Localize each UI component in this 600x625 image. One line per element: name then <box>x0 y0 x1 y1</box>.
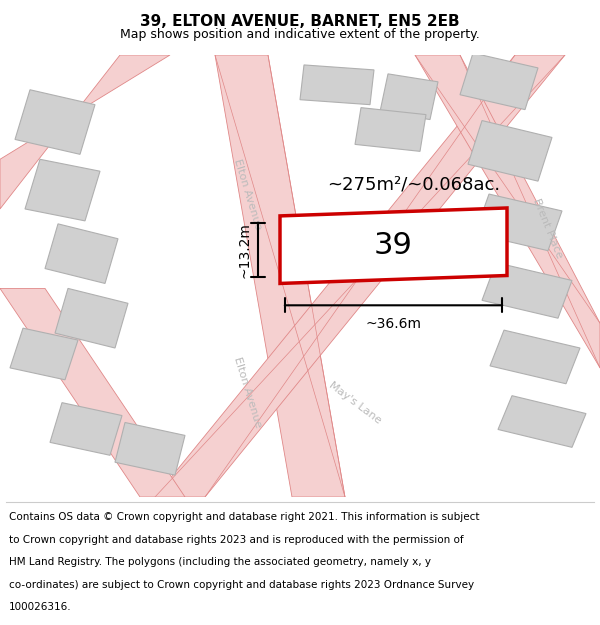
Polygon shape <box>490 330 580 384</box>
Polygon shape <box>155 55 565 497</box>
Polygon shape <box>10 328 78 380</box>
Polygon shape <box>45 224 118 284</box>
Text: ~275m²/~0.068ac.: ~275m²/~0.068ac. <box>327 175 500 193</box>
Text: Map shows position and indicative extent of the property.: Map shows position and indicative extent… <box>120 28 480 41</box>
Polygon shape <box>0 288 185 497</box>
Polygon shape <box>468 121 552 181</box>
Polygon shape <box>355 107 426 151</box>
Text: Elton Avenue: Elton Avenue <box>232 356 263 429</box>
Polygon shape <box>15 90 95 154</box>
Polygon shape <box>380 74 438 119</box>
Polygon shape <box>482 262 572 318</box>
Polygon shape <box>498 396 586 448</box>
Polygon shape <box>115 422 185 475</box>
Text: Elton Avenue: Elton Avenue <box>232 158 263 231</box>
Polygon shape <box>460 53 538 109</box>
Polygon shape <box>0 55 170 209</box>
Polygon shape <box>300 65 374 104</box>
Polygon shape <box>25 159 100 221</box>
Polygon shape <box>280 208 507 284</box>
Text: Brent Place: Brent Place <box>532 198 565 260</box>
Text: HM Land Registry. The polygons (including the associated geometry, namely x, y: HM Land Registry. The polygons (includin… <box>9 557 431 567</box>
Polygon shape <box>215 55 345 497</box>
Polygon shape <box>475 194 562 251</box>
Text: Contains OS data © Crown copyright and database right 2021. This information is : Contains OS data © Crown copyright and d… <box>9 512 479 522</box>
Polygon shape <box>50 402 122 455</box>
Polygon shape <box>415 55 600 368</box>
Text: May's Lane: May's Lane <box>327 380 383 426</box>
Text: 100026316.: 100026316. <box>9 602 71 612</box>
Text: 39: 39 <box>374 231 413 260</box>
Polygon shape <box>55 288 128 348</box>
Text: ~13.2m: ~13.2m <box>238 222 252 278</box>
Text: 39, ELTON AVENUE, BARNET, EN5 2EB: 39, ELTON AVENUE, BARNET, EN5 2EB <box>140 14 460 29</box>
Text: to Crown copyright and database rights 2023 and is reproduced with the permissio: to Crown copyright and database rights 2… <box>9 535 464 545</box>
Text: co-ordinates) are subject to Crown copyright and database rights 2023 Ordnance S: co-ordinates) are subject to Crown copyr… <box>9 579 474 589</box>
Text: ~36.6m: ~36.6m <box>365 318 421 331</box>
